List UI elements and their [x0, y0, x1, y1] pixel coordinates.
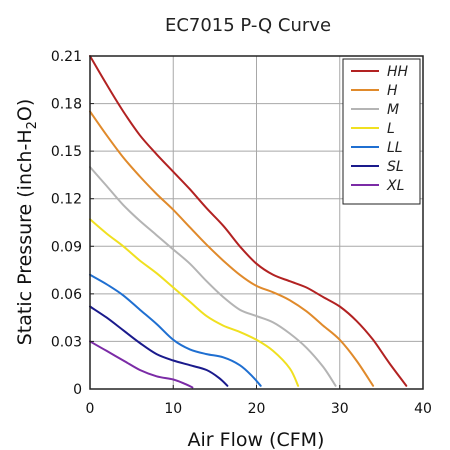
- x-tick-label: 0: [86, 401, 95, 417]
- grid: [90, 56, 423, 389]
- y-axis-label-end: O): [14, 99, 36, 121]
- y-tick-label: 0.15: [51, 144, 82, 160]
- y-axis-label-main: Static Pressure (inch-H: [14, 129, 36, 345]
- x-axis-label: Air Flow (CFM): [188, 429, 325, 450]
- series-line-hh: [89, 55, 408, 387]
- x-axis-ticks: 0 10 20 30 40: [86, 385, 432, 417]
- y-tick-label: 0.18: [51, 97, 82, 113]
- legend-label-xl: XL: [386, 178, 404, 194]
- x-tick-label: 10: [164, 401, 182, 417]
- x-tick-label: 40: [414, 401, 432, 417]
- y-tick-label: 0.06: [51, 287, 82, 303]
- series-layer: [89, 55, 408, 389]
- legend-label-hh: HH: [387, 64, 409, 80]
- y-tick-label: 0.21: [51, 49, 82, 65]
- y-axis-ticks: 0 0.03 0.06 0.09 0.12 0.15 0.18 0.21: [51, 49, 94, 398]
- series-line-l: [89, 218, 300, 387]
- series-line-h: [89, 110, 375, 387]
- legend-label-sl: SL: [387, 159, 404, 175]
- legend-label-h: H: [387, 83, 398, 99]
- y-axis-label: Static Pressure (inch-H2O): [14, 99, 40, 346]
- series-line-m: [89, 166, 337, 387]
- series-line-sl: [89, 305, 229, 387]
- y-tick-label: 0.12: [51, 192, 82, 208]
- y-axis-label-subscript: 2: [25, 121, 40, 129]
- y-tick-label: 0.03: [51, 334, 82, 350]
- series-line-ll: [89, 273, 262, 387]
- series-line-xl: [89, 340, 194, 389]
- legend-label-ll: LL: [387, 140, 403, 156]
- y-tick-label: 0.09: [51, 239, 82, 255]
- y-tick-label: 0: [73, 382, 82, 398]
- legend-label-m: M: [387, 102, 399, 118]
- x-tick-label: 20: [248, 401, 266, 417]
- x-tick-label: 30: [331, 401, 349, 417]
- legend-label-l: L: [387, 121, 395, 137]
- chart-title: EC7015 P-Q Curve: [165, 15, 331, 36]
- legend-box: [342, 58, 421, 205]
